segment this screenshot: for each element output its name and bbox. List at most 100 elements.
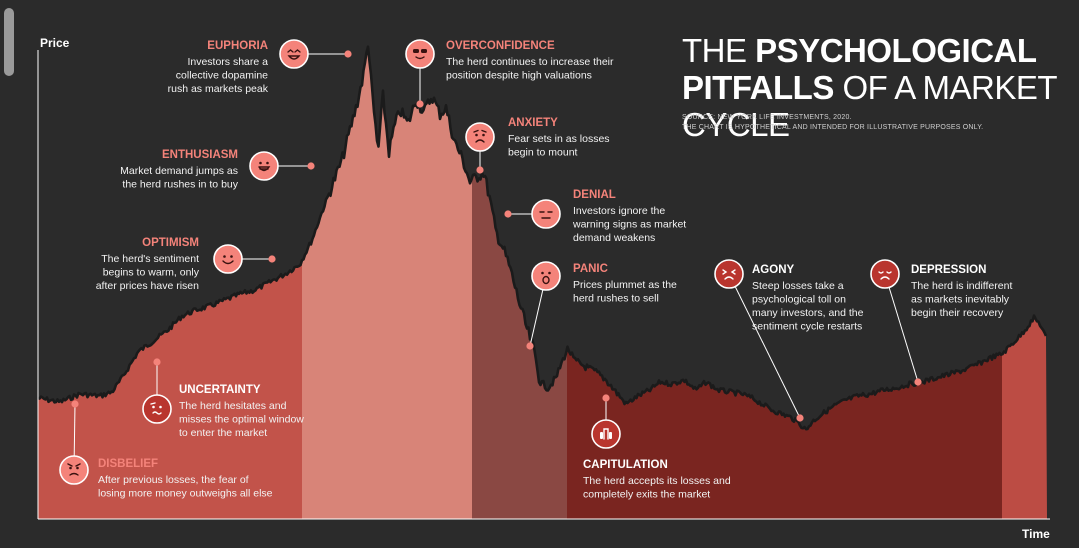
euphoria-badge: [279, 39, 309, 69]
euphoria-desc-line: collective dopamine: [176, 70, 268, 82]
x-axis-label: Time: [1022, 527, 1050, 541]
disclaimer-note: THE CHART IS HYPOTHETICAL AND INTENDED F…: [682, 124, 984, 131]
overconfidence-face-icon: [413, 49, 427, 60]
denial-face-icon: [539, 211, 553, 219]
chart-notes: SOURCE: NEW YORK LIFE INVESTMENTS, 2020.…: [682, 113, 983, 133]
agony-desc-line: sentiment cycle restarts: [752, 321, 862, 333]
source-note: SOURCE: NEW YORK LIFE INVESTMENTS, 2020.: [682, 114, 852, 121]
uncertainty-badge: [142, 394, 172, 424]
euphoria-title: EUPHORIA: [207, 40, 268, 52]
price-line: [37, 45, 1048, 431]
euphoria-face-icon: [287, 49, 301, 60]
agony-desc-line: psychological toll on: [752, 294, 846, 306]
depression-desc-line: The herd is indifferent: [911, 280, 1012, 292]
overconfidence-marker-dot: [416, 100, 424, 108]
euphoria-desc-line: Investors share a: [187, 56, 268, 68]
agony-leader-line: [728, 273, 801, 419]
optimism-marker-dot: [268, 255, 276, 263]
stage-enthusiasm: ENTHUSIASM Market demand jumps as the herd…: [120, 149, 315, 191]
stage-capitulation: CAPITULATION The herd accepts its losses …: [583, 394, 731, 501]
overconfidence-badge: [405, 39, 435, 69]
optimism-badge: [213, 244, 243, 274]
agony-title: AGONY: [752, 264, 795, 276]
disbelief-face-icon: [67, 463, 81, 476]
panic-marker-dot: [526, 342, 534, 350]
enthusiasm-badge: [249, 151, 279, 181]
area-peak: [302, 46, 472, 519]
panic-face-icon: [541, 271, 551, 285]
panic-desc-line: herd rushes to sell: [573, 293, 659, 305]
optimism-face-icon: [222, 255, 234, 265]
euphoria-desc-line: rush as markets peak: [168, 83, 269, 95]
uncertainty-desc-line: to enter the market: [179, 427, 267, 439]
capitulation-marker-dot: [602, 394, 610, 402]
overconfidence-desc-line: The herd continues to increase their: [446, 56, 614, 68]
capitulation-desc-line: The herd accepts its losses and: [583, 475, 731, 487]
depression-desc-line: as markets inevitably: [911, 294, 1010, 306]
stage-depression: DEPRESSION The herd is indifferent as mark…: [870, 259, 1012, 386]
area-decline: [472, 172, 567, 519]
agony-desc-line: Steep losses take a: [752, 280, 844, 292]
disbelief-desc-line: losing more money outweighs all else: [98, 488, 273, 500]
y-axis-label: Price: [40, 36, 70, 50]
enthusiasm-marker-dot: [307, 162, 315, 170]
stage-overconfidence: OVERCONFIDENCE The herd continues to incr…: [405, 39, 614, 108]
optimism-desc-line: after prices have risen: [96, 280, 199, 292]
window-scrollbar[interactable]: [4, 8, 14, 76]
capitulation-desc-line: completely exits the market: [583, 489, 710, 501]
optimism-title: OPTIMISM: [142, 237, 199, 249]
enthusiasm-face-icon: [258, 161, 271, 172]
disbelief-desc-line: After previous losses, the fear of: [98, 474, 249, 486]
anxiety-marker-dot: [476, 166, 484, 174]
capitulation-badge: [591, 419, 621, 449]
optimism-desc-line: begins to warm, only: [103, 267, 200, 279]
agony-desc-line: many investors, and the: [752, 307, 864, 319]
stage-disbelief: DISBELIEF After previous losses, the fear…: [59, 400, 273, 500]
depression-face-icon: [878, 271, 892, 280]
denial-desc-line: warning signs as market: [572, 219, 686, 231]
disbelief-title: DISBELIEF: [98, 458, 158, 470]
depression-marker-dot: [914, 378, 922, 386]
overconfidence-desc-line: position despite high valuations: [446, 70, 592, 82]
panic-title: PANIC: [573, 263, 608, 275]
anxiety-face-icon: [473, 129, 487, 143]
stage-agony: AGONY Steep losses take a psychological to…: [714, 259, 864, 422]
stage-uncertainty: UNCERTAINTY The herd hesitates and misses …: [142, 358, 304, 439]
denial-marker-dot: [504, 210, 512, 218]
enthusiasm-desc-line: Market demand jumps as: [120, 165, 238, 177]
denial-title: DENIAL: [573, 189, 616, 201]
disbelief-badge: [59, 455, 89, 485]
stage-anxiety: ANXIETY Fear sets in as losses begin to mo…: [465, 117, 610, 174]
depression-desc-line: begin their recovery: [911, 307, 1004, 319]
agony-badge: [714, 259, 744, 289]
depression-leader-line: [884, 273, 919, 383]
optimism-desc-line: The herd's sentiment: [101, 253, 199, 265]
anxiety-desc-line: Fear sets in as losses: [508, 133, 610, 145]
uncertainty-desc-line: The herd hesitates and: [179, 400, 287, 412]
denial-badge: [531, 199, 561, 229]
agony-marker-dot: [796, 414, 804, 422]
area-rise: [38, 260, 302, 519]
depression-title: DEPRESSION: [911, 264, 986, 276]
enthusiasm-title: ENTHUSIASM: [162, 149, 238, 161]
denial-desc-line: Investors ignore the: [573, 205, 665, 217]
stage-denial: DENIAL Investors ignore the warning signs …: [504, 189, 686, 244]
uncertainty-marker-dot: [153, 358, 161, 366]
stage-optimism: OPTIMISM The herd's sentiment begins to wa…: [96, 237, 276, 292]
enthusiasm-desc-line: the herd rushes in to buy: [122, 179, 238, 191]
depression-badge: [870, 259, 900, 289]
stage-euphoria: EUPHORIA Investors share a collective dopa…: [168, 39, 352, 95]
anxiety-title: ANXIETY: [508, 117, 558, 129]
uncertainty-desc-line: misses the optimal window: [179, 414, 304, 426]
overconfidence-title: OVERCONFIDENCE: [446, 40, 555, 52]
panic-desc-line: Prices plummet as the: [573, 279, 677, 291]
uncertainty-face-icon: [150, 402, 162, 415]
euphoria-marker-dot: [344, 50, 352, 58]
chart-title: THE PSYCHOLOGICAL PITFALLS OF A MARKET C…: [682, 32, 1057, 143]
uncertainty-title: UNCERTAINTY: [179, 384, 261, 396]
denial-desc-line: demand weakens: [573, 232, 655, 244]
anxiety-desc-line: begin to mount: [508, 147, 578, 159]
stage-panic: PANIC Prices plummet as the herd rushes to…: [526, 261, 677, 350]
area-recovery: [1002, 315, 1047, 519]
anxiety-badge: [465, 122, 495, 152]
